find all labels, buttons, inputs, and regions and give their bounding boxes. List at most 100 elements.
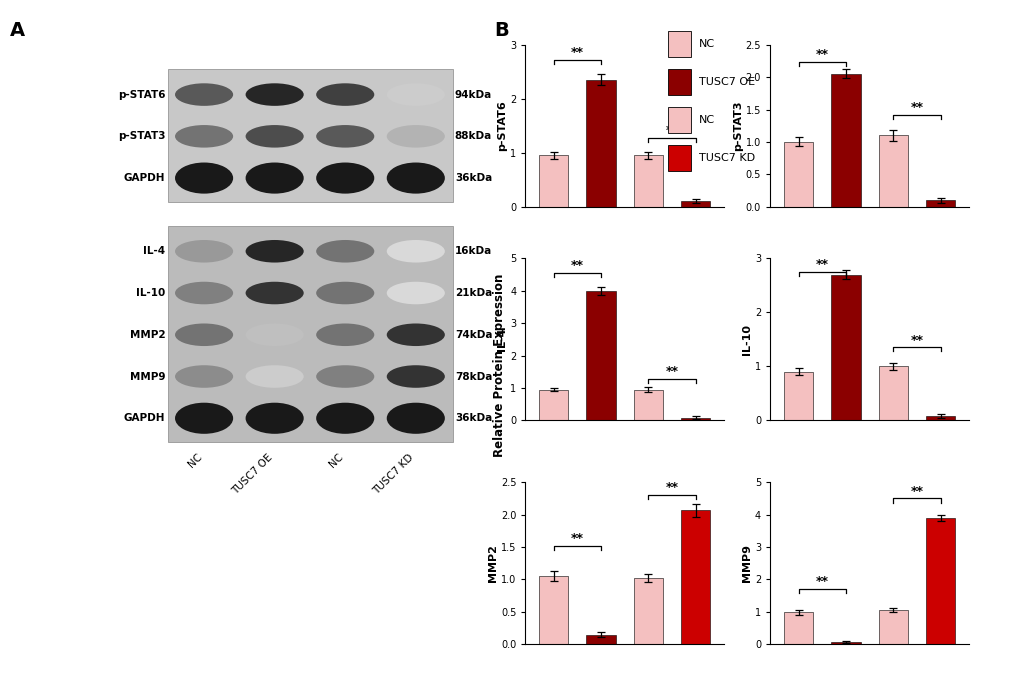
Text: NC: NC [698,115,714,125]
Bar [877,136,907,207]
Ellipse shape [246,324,304,346]
Text: **: ** [571,532,583,545]
Text: MMP2: MMP2 [129,330,165,340]
Text: 21kDa: 21kDa [454,288,491,298]
Y-axis label: MMP2: MMP2 [487,544,497,582]
Text: 88kDa: 88kDa [454,132,491,141]
Ellipse shape [175,125,233,147]
Bar [783,613,812,644]
Text: **: ** [815,48,827,61]
Text: MMP9: MMP9 [129,371,165,382]
Bar [538,576,568,644]
Text: p-STAT6: p-STAT6 [118,90,165,100]
Text: 78kDa: 78kDa [454,371,492,382]
Ellipse shape [246,125,304,147]
Ellipse shape [386,282,444,305]
Ellipse shape [246,402,304,434]
Text: GAPDH: GAPDH [123,413,165,423]
Bar [586,80,615,207]
Bar [633,578,662,644]
Text: **: ** [910,333,922,347]
Ellipse shape [175,163,233,194]
Text: IL-10: IL-10 [136,288,165,298]
Text: NC: NC [186,452,204,470]
Ellipse shape [386,324,444,346]
Ellipse shape [386,365,444,388]
Ellipse shape [246,365,304,388]
Text: **: ** [571,259,583,272]
Bar [586,635,615,644]
Bar [681,201,710,207]
Ellipse shape [175,365,233,388]
Text: NC: NC [698,39,714,49]
Bar [168,226,452,442]
Text: A: A [10,21,25,40]
Ellipse shape [175,83,233,106]
Ellipse shape [386,240,444,263]
Ellipse shape [175,240,233,263]
Text: TUSC7 KD: TUSC7 KD [371,452,416,496]
Text: 94kDa: 94kDa [454,90,491,100]
Ellipse shape [316,163,374,194]
Ellipse shape [316,365,374,388]
Bar [681,418,710,420]
Y-axis label: MMP9: MMP9 [741,544,751,582]
Bar [681,510,710,644]
Text: **: ** [815,575,827,588]
Bar [538,156,568,207]
Ellipse shape [246,163,304,194]
Text: **: ** [665,124,678,137]
Text: **: ** [910,484,922,497]
Text: GAPDH: GAPDH [123,173,165,183]
Text: Relative Protein Expression: Relative Protein Expression [493,274,505,457]
Bar [830,641,860,644]
Text: B: B [494,21,508,40]
Bar [783,142,812,207]
Bar [925,200,955,207]
Text: **: ** [665,365,678,378]
Text: IL-4: IL-4 [143,246,165,256]
Ellipse shape [246,282,304,305]
Bar [925,518,955,644]
Ellipse shape [246,83,304,106]
Ellipse shape [316,324,374,346]
Bar [586,291,615,420]
Y-axis label: IL-4: IL-4 [496,327,506,351]
Text: 74kDa: 74kDa [454,330,492,340]
Bar [830,74,860,207]
Text: TUSC7 OE: TUSC7 OE [230,452,274,496]
Y-axis label: IL-10: IL-10 [741,324,751,355]
Text: **: ** [910,101,922,114]
Text: 36kDa: 36kDa [454,173,491,183]
Bar [633,156,662,207]
Ellipse shape [316,402,374,434]
Ellipse shape [316,83,374,106]
Ellipse shape [246,240,304,263]
Text: **: ** [571,46,583,59]
Bar [168,70,452,202]
Ellipse shape [175,324,233,346]
Bar [877,367,907,420]
Ellipse shape [316,240,374,263]
Ellipse shape [386,163,444,194]
Ellipse shape [316,125,374,147]
Ellipse shape [386,402,444,434]
Bar [783,371,812,420]
Text: **: ** [665,482,678,495]
Bar [830,275,860,420]
Bar [633,389,662,420]
Text: 36kDa: 36kDa [454,413,491,423]
Text: TUSC7 KD: TUSC7 KD [698,153,754,163]
Ellipse shape [386,125,444,147]
Text: **: ** [815,258,827,271]
Y-axis label: p-STAT3: p-STAT3 [732,101,742,151]
Text: NC: NC [327,452,344,470]
Ellipse shape [175,282,233,305]
Bar [877,610,907,644]
Y-axis label: p-STAT6: p-STAT6 [496,101,506,151]
Ellipse shape [175,402,233,434]
Text: p-STAT3: p-STAT3 [118,132,165,141]
Bar [538,389,568,420]
Bar [925,416,955,420]
Text: 16kDa: 16kDa [454,246,491,256]
